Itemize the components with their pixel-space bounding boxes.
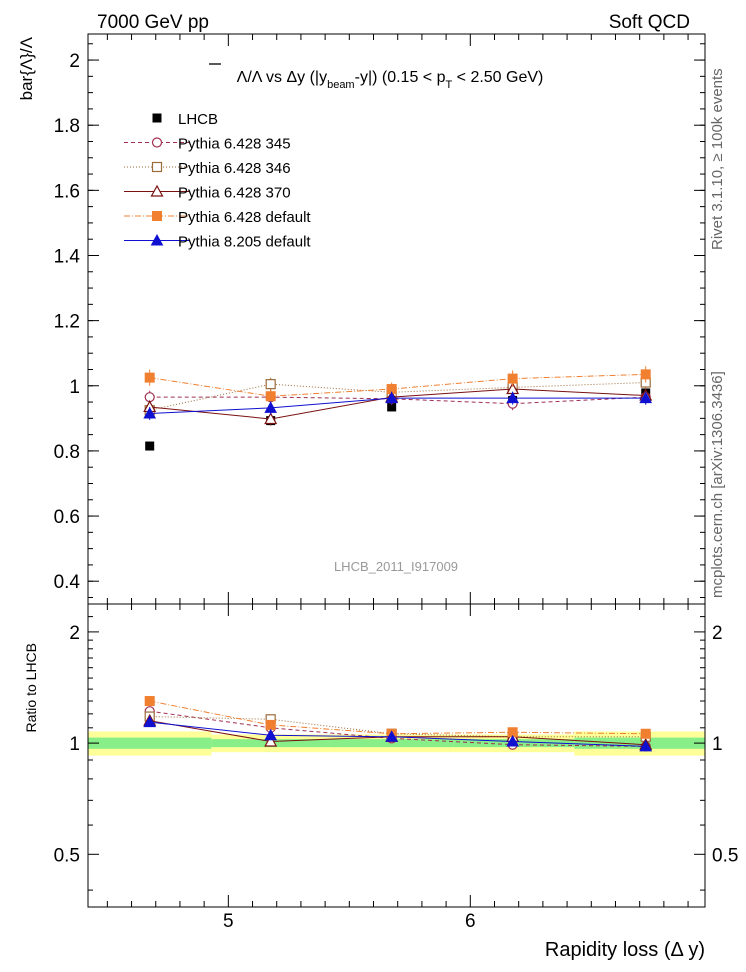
- x-tick-label: 5: [223, 911, 234, 932]
- point-pythia-8-205-default: [143, 406, 157, 419]
- point-pythia-8-205-default: [506, 391, 519, 404]
- ratio-band-stat: [88, 737, 212, 749]
- ratio-line-pythia-6-428-345: [149, 710, 646, 747]
- ratio-point-pythia-6-428-default: [144, 696, 155, 707]
- source-label: mcplots.cern.ch [arXiv:1306.3436]: [709, 371, 726, 598]
- legend-entry-pythia-6-428-370: Pythia 6.428 370: [124, 185, 291, 202]
- legend-label-pythia-6-428-346: Pythia 6.428 346: [178, 160, 291, 177]
- point-pythia-8-205-default: [385, 391, 399, 404]
- legend-label-lhcb: LHCB: [178, 111, 218, 128]
- data-point-lhcb: [387, 402, 397, 412]
- legend-marker-pythia-6-428-370: [150, 184, 164, 197]
- y-tick-label: 1.8: [54, 116, 80, 137]
- point-pythia-6-428-default: [640, 369, 651, 380]
- main-plot-frame: 0.4 0.6 0.8 1 1.2 1.4 1.6 1.8 2: [54, 33, 706, 605]
- point-pythia-6-428-default: [265, 391, 276, 402]
- rivet-label: Rivet 3.1.10, ≥ 100k events: [709, 68, 726, 250]
- ratio-point-pythia-6-428-default: [640, 728, 651, 739]
- title-mid: -y|) (0.15 < p: [355, 69, 446, 86]
- legend-entry-pythia-6-428-default: Pythia 6.428 default: [124, 209, 311, 226]
- title-sub-beam: beam: [327, 79, 355, 91]
- ratio-point-pythia-6-428-default: [265, 719, 276, 730]
- y-tick-label: 0.4: [54, 572, 81, 593]
- title-tail: < 2.50 GeV): [452, 69, 543, 86]
- ratio-plot-marks: [143, 696, 653, 752]
- legend-marker-lhcb: [152, 113, 162, 123]
- y-tick-label: 2: [69, 51, 80, 72]
- x-tick-label: 6: [465, 911, 476, 932]
- point-pythia-6-428-370: [264, 412, 278, 425]
- ratio-line-pythia-6-428-346: [149, 716, 646, 738]
- ratio-y-tick-label-left: 0.5: [54, 845, 80, 866]
- y-tick-label: 0.6: [54, 507, 80, 528]
- legend-entry-pythia-8-205-default: Pythia 8.205 default: [124, 234, 311, 251]
- y-axis-label: bar{Λ}/Λ: [17, 36, 36, 100]
- title-sub-t: T: [445, 79, 452, 91]
- category-label: Soft QCD: [609, 12, 690, 33]
- energy-label: 7000 GeV pp: [97, 12, 209, 33]
- legend-marker-pythia-6-428-default: [152, 211, 162, 221]
- series-line-pythia-6-428-default: [149, 373, 646, 397]
- point-pythia-8-205-default: [639, 391, 653, 404]
- ratio-point-pythia-8-205-default: [143, 715, 157, 728]
- ratio-y-tick-label-right: 0.5: [712, 845, 738, 866]
- legend-label-pythia-6-428-default: Pythia 6.428 default: [178, 209, 311, 226]
- main-plot-marks: [143, 366, 653, 451]
- point-pythia-8-205-default: [264, 401, 278, 413]
- y-tick-label: 1.4: [54, 246, 81, 267]
- chart-title: Λ/Λ vs Δy (|ybeam-y|) (0.15 < pT < 2.50 …: [237, 69, 544, 91]
- ratio-point-pythia-8-205-default: [264, 728, 278, 741]
- ratio-y-tick-label-left: 2: [69, 623, 80, 644]
- ratio-point-pythia-8-205-default: [639, 739, 653, 752]
- ratio-y-tick-label-right: 2: [712, 623, 723, 644]
- axes-frame: [87, 603, 706, 908]
- legend-label-pythia-8-205-default: Pythia 8.205 default: [178, 234, 311, 251]
- ratio-point-pythia-6-428-370: [264, 734, 278, 747]
- y-tick-label: 1: [69, 377, 80, 398]
- legend-label-pythia-6-428-345: Pythia 6.428 345: [178, 136, 291, 153]
- x-axis-label: Rapidity loss (Δ y): [545, 939, 705, 961]
- series-line-pythia-6-428-370: [149, 388, 646, 420]
- point-pythia-6-428-346: [265, 379, 276, 390]
- legend-label-pythia-6-428-370: Pythia 6.428 370: [178, 185, 291, 202]
- ratio-plot-frame: 0.5 0.5 1 1 2 2 5 6: [54, 603, 738, 932]
- legend-entry-lhcb: LHCB: [152, 111, 218, 128]
- y-tick-label: 1.2: [54, 312, 80, 333]
- title-main: Λ/Λ vs Δy (|y: [237, 69, 327, 86]
- point-pythia-6-428-default: [144, 372, 155, 383]
- y-tick-label: 1.6: [54, 181, 80, 202]
- legend-marker-pythia-8-205-default: [150, 233, 164, 246]
- legend-entry-pythia-6-428-345: Pythia 6.428 345: [124, 136, 291, 153]
- legend-entry-pythia-6-428-346: Pythia 6.428 346: [124, 160, 291, 177]
- point-pythia-6-428-default: [507, 373, 518, 384]
- analysis-watermark: LHCB_2011_I917009: [334, 559, 458, 574]
- ratio-line-pythia-6-428-default: [149, 700, 646, 735]
- legend-marker-pythia-6-428-346: [151, 161, 163, 173]
- ratio-y-tick-label-left: 1: [69, 734, 80, 755]
- ratio-y-tick-label-right: 1: [712, 734, 723, 755]
- legend: LHCB Pythia 6.428 345 Pythia 6.428 346 Pyth…: [124, 111, 311, 251]
- ratio-y-axis-label: Ratio to LHCB: [23, 643, 39, 732]
- ratio-point-pythia-8-205-default: [385, 730, 399, 742]
- ratio-band-stat: [574, 737, 705, 749]
- legend-marker-pythia-6-428-345: [151, 137, 163, 148]
- ratio-point-pythia-8-205-default: [506, 734, 519, 747]
- data-point-lhcb: [145, 441, 155, 451]
- y-tick-label: 0.8: [54, 442, 80, 463]
